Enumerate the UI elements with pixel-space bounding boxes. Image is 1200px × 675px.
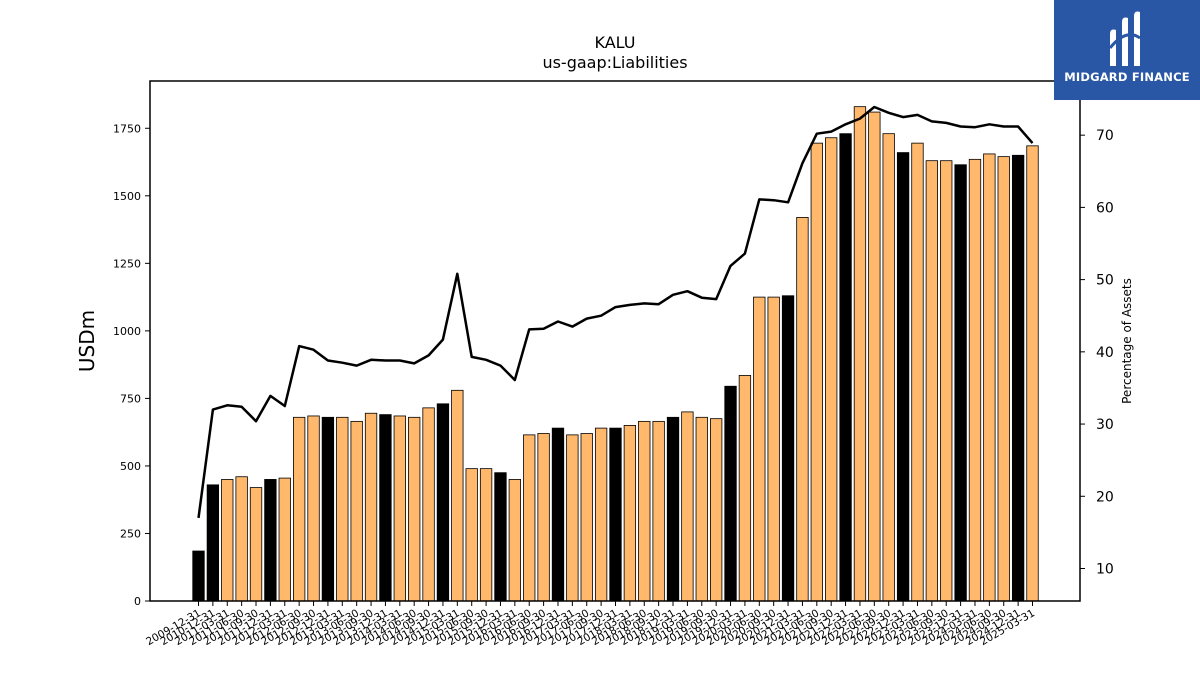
y-tick-label: 1500 (113, 190, 141, 203)
bar (940, 160, 953, 602)
y-axis-right: 10 20 30 40 50 60 70 (1080, 128, 1114, 578)
y2-tick-label: 40 (1096, 345, 1114, 361)
bar (781, 295, 795, 602)
bar (666, 416, 680, 602)
y2-tick-label: 10 (1096, 562, 1114, 578)
bar (551, 427, 565, 602)
y-tick-label: 0 (134, 595, 141, 608)
bar (796, 217, 809, 602)
bar (350, 420, 363, 602)
y2-tick-label: 20 (1096, 489, 1114, 505)
bar (278, 477, 291, 602)
bar (465, 468, 478, 602)
bar (882, 133, 895, 602)
bar (580, 433, 593, 602)
bar (307, 415, 320, 602)
bar (508, 479, 521, 602)
bar (221, 479, 234, 602)
bar (192, 550, 205, 602)
bar (293, 416, 306, 602)
bar (393, 415, 406, 602)
bar (983, 153, 996, 602)
bar (767, 296, 780, 602)
bar (954, 164, 967, 602)
y-tick-label: 250 (120, 527, 141, 540)
bar (494, 472, 507, 602)
x-axis: 2009-12-312010-12-312011-03-312011-06-30… (144, 601, 1037, 648)
bar (868, 111, 881, 602)
bar (206, 484, 220, 602)
brand-name: MIDGARD FINANCE (1064, 70, 1190, 84)
bar (825, 137, 838, 602)
brand-logo: MIDGARD FINANCE (1054, 0, 1200, 100)
bar (738, 375, 752, 602)
bar (364, 412, 378, 602)
line-series (197, 105, 1034, 519)
bar (839, 133, 852, 602)
bar (336, 416, 349, 602)
bar (681, 411, 694, 602)
bar (408, 416, 421, 602)
bar (594, 427, 608, 602)
y-axis-label: USDm (75, 310, 99, 372)
y2-tick-label: 60 (1096, 200, 1114, 216)
bar (968, 158, 982, 602)
midgard-logo-icon (1108, 11, 1141, 66)
bar (537, 433, 550, 602)
percentage-line (197, 105, 1034, 519)
bar (609, 427, 622, 602)
bar (566, 434, 579, 602)
y-tick-label: 1750 (113, 122, 141, 135)
y-tick-label: 1000 (113, 325, 141, 338)
bar (523, 434, 536, 602)
y-axis-left: 0 250 500 750 1000 1250 1500 1750 (113, 122, 150, 608)
y2-tick-label: 30 (1096, 417, 1114, 433)
bar (1026, 145, 1039, 602)
bar (422, 407, 435, 602)
bar (753, 296, 766, 602)
bar (451, 389, 464, 602)
bar (264, 479, 277, 602)
y2-tick-label: 50 (1096, 273, 1114, 289)
bar (925, 160, 938, 602)
bar (436, 403, 450, 602)
chart-title: KALU (595, 33, 636, 52)
bar-series (192, 106, 1039, 602)
bar (479, 468, 493, 602)
bar (652, 420, 665, 602)
bar (810, 142, 823, 602)
y-tick-label: 750 (120, 392, 141, 405)
bar (249, 487, 263, 602)
chart-subtitle: us-gaap:Liabilities (542, 53, 687, 72)
bar (623, 425, 637, 602)
y-tick-label: 500 (120, 460, 141, 473)
bar (896, 152, 910, 602)
bar (911, 142, 924, 602)
bar (724, 385, 737, 602)
bar (379, 414, 392, 602)
y2-tick-label: 70 (1096, 128, 1114, 144)
bar (695, 416, 708, 602)
bar (638, 420, 651, 602)
bar (321, 416, 335, 602)
bar (710, 418, 723, 602)
y-tick-label: 1250 (113, 257, 141, 270)
y2-axis-label: Percentage of Assets (1120, 278, 1134, 404)
bar (1011, 154, 1025, 602)
bar (853, 106, 867, 602)
bar (235, 476, 248, 602)
bar (997, 156, 1010, 602)
